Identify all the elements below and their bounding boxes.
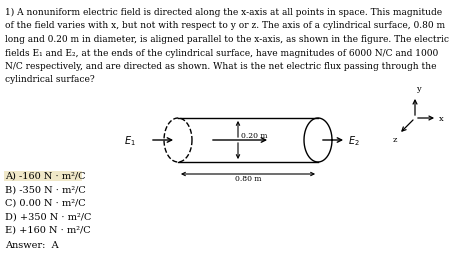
Text: E) +160 N · m²/C: E) +160 N · m²/C <box>5 226 91 235</box>
Text: C) 0.00 N · m²/C: C) 0.00 N · m²/C <box>5 199 86 208</box>
Text: D) +350 N · m²/C: D) +350 N · m²/C <box>5 213 91 221</box>
Text: 1) A nonuniform electric field is directed along the x-axis at all points in spa: 1) A nonuniform electric field is direct… <box>5 8 442 17</box>
Text: B) -350 N · m²/C: B) -350 N · m²/C <box>5 185 86 195</box>
Text: y: y <box>416 85 421 93</box>
Text: z: z <box>392 136 397 144</box>
Text: 0.20 m: 0.20 m <box>241 132 267 140</box>
Text: A) -160 N · m²/C: A) -160 N · m²/C <box>5 172 85 181</box>
Text: of the field varies with x, but not with respect to y or z. The axis of a cylind: of the field varies with x, but not with… <box>5 22 445 30</box>
FancyBboxPatch shape <box>4 171 82 181</box>
Text: Answer:  A: Answer: A <box>5 241 59 249</box>
Text: N/C respectively, and are directed as shown. What is the net electric flux passi: N/C respectively, and are directed as sh… <box>5 62 437 71</box>
Text: $E_1$: $E_1$ <box>124 134 136 148</box>
Text: $E_2$: $E_2$ <box>348 134 360 148</box>
Text: fields E₁ and E₂, at the ends of the cylindrical surface, have magnitudes of 600: fields E₁ and E₂, at the ends of the cyl… <box>5 49 438 57</box>
Text: x: x <box>439 115 444 123</box>
Text: long and 0.20 m in diameter, is aligned parallel to the x-axis, as shown in the : long and 0.20 m in diameter, is aligned … <box>5 35 449 44</box>
Text: 0.80 m: 0.80 m <box>235 175 261 183</box>
Text: cylindrical surface?: cylindrical surface? <box>5 75 95 85</box>
